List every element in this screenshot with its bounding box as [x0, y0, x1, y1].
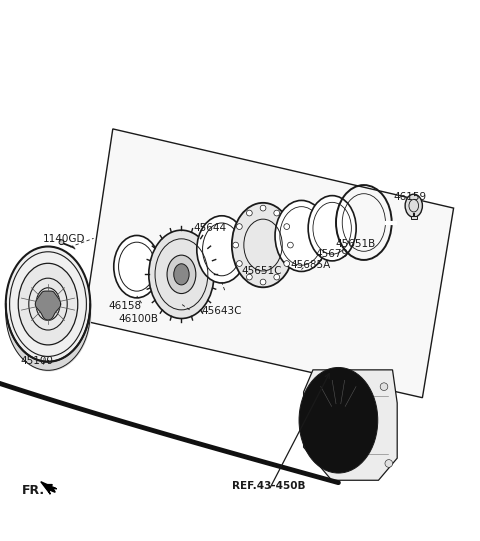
- Circle shape: [288, 242, 293, 248]
- Circle shape: [313, 455, 321, 463]
- Ellipse shape: [174, 264, 189, 285]
- Ellipse shape: [275, 200, 328, 272]
- Text: 45100: 45100: [21, 357, 53, 366]
- Ellipse shape: [18, 263, 78, 345]
- Text: 1140GD: 1140GD: [43, 234, 86, 243]
- Ellipse shape: [232, 203, 294, 287]
- Text: 46100B: 46100B: [119, 314, 158, 324]
- Polygon shape: [303, 370, 397, 480]
- Circle shape: [233, 242, 239, 248]
- Polygon shape: [41, 481, 57, 494]
- Text: 45651C: 45651C: [241, 266, 281, 276]
- Circle shape: [274, 274, 279, 280]
- Text: 45644: 45644: [193, 223, 226, 233]
- Ellipse shape: [167, 255, 196, 294]
- Text: 45651B: 45651B: [335, 239, 375, 249]
- Circle shape: [59, 240, 64, 245]
- Polygon shape: [84, 129, 454, 398]
- Circle shape: [284, 223, 289, 229]
- Circle shape: [284, 261, 289, 266]
- Text: 45679: 45679: [315, 249, 348, 259]
- Text: 45643C: 45643C: [202, 306, 242, 315]
- Circle shape: [274, 210, 279, 216]
- Polygon shape: [36, 291, 60, 320]
- Circle shape: [380, 383, 388, 391]
- Text: 46158: 46158: [108, 301, 141, 311]
- Text: FR.: FR.: [22, 484, 45, 497]
- Circle shape: [237, 261, 242, 266]
- Circle shape: [323, 378, 330, 386]
- Ellipse shape: [114, 235, 160, 298]
- Bar: [411, 216, 417, 219]
- Circle shape: [237, 223, 242, 229]
- Ellipse shape: [299, 367, 378, 473]
- Ellipse shape: [405, 194, 422, 217]
- Circle shape: [260, 279, 266, 285]
- Circle shape: [385, 460, 393, 467]
- Circle shape: [247, 210, 252, 216]
- Circle shape: [247, 274, 252, 280]
- Text: 45685A: 45685A: [290, 260, 331, 269]
- Circle shape: [260, 205, 266, 211]
- Text: 46159: 46159: [394, 192, 427, 202]
- Ellipse shape: [197, 216, 247, 283]
- Ellipse shape: [6, 247, 90, 362]
- Text: REF.43-450B: REF.43-450B: [232, 481, 305, 491]
- Ellipse shape: [149, 230, 214, 319]
- Ellipse shape: [308, 196, 356, 261]
